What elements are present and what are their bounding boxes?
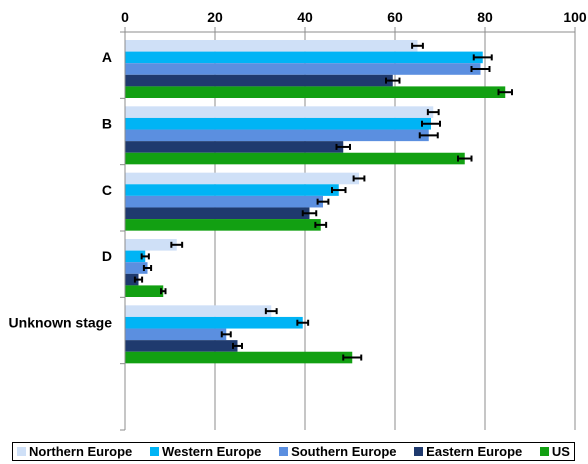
bar [125,239,177,251]
legend-label: US [551,444,570,459]
x-tick-label: 20 [207,9,223,25]
legend-label: Northern Europe [29,444,133,459]
bar [125,172,359,185]
legend-swatch [539,447,549,456]
legend-swatch [17,447,26,456]
bar [125,328,227,341]
bar [125,129,429,142]
bar [125,207,310,220]
category-label: A [102,49,112,65]
legend-swatch [149,447,159,456]
bar [125,152,465,165]
bar [125,285,164,297]
legend-swatch [279,447,289,456]
legend-label: Southern Europe [291,444,397,459]
bar [125,262,148,274]
bar [125,195,323,208]
bar [125,340,238,352]
legend-label: Western Europe [161,444,262,459]
bar [125,351,353,364]
bar-chart: 0 20 40 60 80 100 A B C D Unknown stage [9,9,587,431]
x-tick-label: 100 [563,9,587,25]
legend-item: Eastern Europe [414,444,522,459]
legend-item: Northern Europe [17,444,132,459]
x-tick-label: 40 [297,9,313,25]
x-tick-label: 0 [121,9,129,25]
bar [125,117,431,130]
bar [125,184,339,196]
category-label: Unknown stage [9,315,113,331]
bar [125,63,481,75]
bar [125,141,344,153]
legend-item: Western Europe [149,444,262,459]
category-label: B [102,116,112,132]
x-tick-label: 60 [387,9,403,25]
bar [125,316,303,329]
bar [125,273,139,286]
bar [125,305,272,317]
bar [125,40,418,52]
x-tick-label: 80 [477,9,493,25]
axes [120,27,576,431]
axis-labels: 0 20 40 60 80 100 A B C D Unknown stage [9,9,587,331]
bar [125,250,146,263]
bar [125,51,483,64]
legend-item: Southern Europe [279,444,397,459]
category-label: C [102,182,112,198]
bar [125,86,506,98]
legend-label: Eastern Europe [426,444,523,459]
gridlines [214,32,576,430]
legend-item: US [539,444,570,459]
bar [125,219,321,231]
category-label: D [102,248,112,264]
bar [125,106,434,118]
legend-swatch [414,447,424,456]
legend: Northern Europe Western Europe Southern Eu… [12,442,575,461]
bars [125,40,513,364]
bar [125,74,393,87]
